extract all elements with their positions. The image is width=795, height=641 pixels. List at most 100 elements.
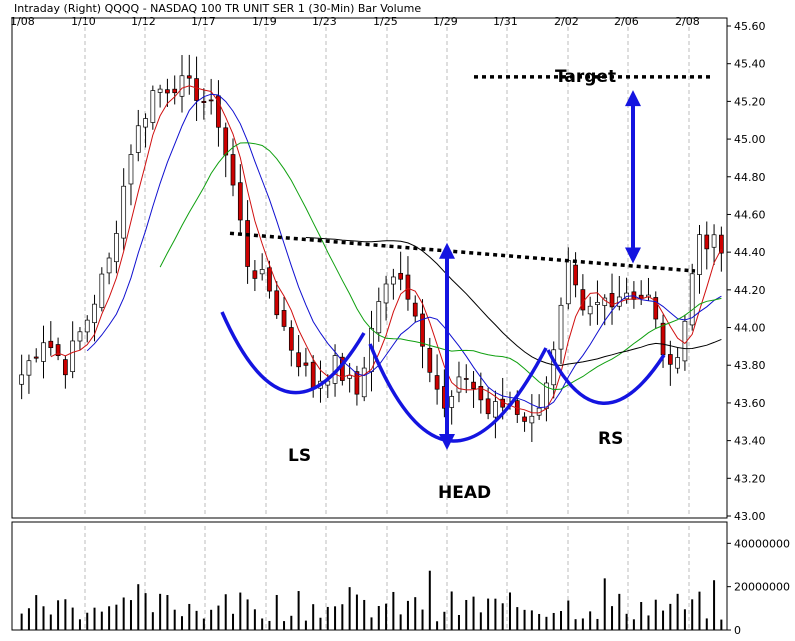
price-bar-body [106, 257, 112, 274]
price-tick-label: 45.00 [734, 133, 766, 146]
volume-bar [560, 611, 563, 630]
left-shoulder-curve [220, 311, 366, 395]
price-bar-body [609, 293, 615, 308]
price-panel-frame [11, 17, 728, 519]
price-bar-body [92, 303, 97, 324]
head-measure-arrow-head-bottom [439, 434, 455, 451]
price-bar-body [230, 154, 236, 186]
price-bar-body [281, 310, 287, 327]
volume-bar [720, 619, 723, 630]
price-bar-body [573, 264, 578, 286]
price-bar-body [288, 327, 294, 351]
volume-bar [611, 606, 614, 630]
volume-bar [662, 610, 665, 630]
price-bar-body [114, 233, 119, 263]
volume-bar [210, 609, 213, 630]
volume-bar [698, 591, 701, 630]
annotation-label: HEAD [438, 483, 491, 503]
volume-bar [676, 593, 679, 630]
price-bar-body [252, 270, 258, 279]
moving-average-lines [50, 85, 722, 414]
price-bar-body [179, 75, 185, 97]
volume-bar [669, 603, 672, 630]
price-bar-body [485, 398, 491, 415]
volume-bar [57, 600, 60, 630]
volume-bar [683, 609, 686, 630]
price-tick-label: 43.00 [734, 510, 766, 523]
volume-bar [414, 597, 417, 630]
volume-bar [581, 618, 584, 630]
price-bar-body [259, 269, 265, 275]
price-bar-body [121, 185, 127, 239]
price-bar-body [41, 342, 46, 362]
price-tick-label: 45.20 [734, 95, 766, 108]
price-bar-body [653, 297, 659, 320]
price-bars [19, 54, 724, 443]
volume-bar [115, 604, 118, 630]
volume-bar [108, 606, 111, 630]
volume-bar [188, 603, 191, 630]
volume-bar [137, 584, 140, 630]
price-bar-body [719, 234, 724, 254]
price-bar-body [697, 234, 702, 275]
right-shoulder-curve [546, 349, 666, 405]
volume-bar [261, 618, 264, 630]
volume-bar [523, 609, 526, 630]
price-bar-body [405, 274, 411, 300]
price-bar-body [55, 344, 61, 357]
price-bar-body [274, 290, 280, 316]
volume-bar [508, 592, 511, 630]
head-measure-arrow-head-top [439, 242, 455, 259]
price-bar-body [223, 127, 229, 156]
price-bar-body [157, 88, 163, 93]
price-bar-body [361, 367, 367, 398]
volume-bar [545, 616, 548, 630]
volume-bar [20, 613, 23, 630]
moving-average-line [86, 93, 722, 409]
price-tick-label: 43.60 [734, 397, 766, 410]
volume-bar [596, 618, 599, 630]
volume-bar [268, 620, 271, 630]
price-bar-body [471, 381, 476, 389]
price-bar-body [33, 356, 39, 359]
price-tick-label: 45.60 [734, 20, 766, 33]
price-bar-body [48, 340, 54, 349]
volume-bar [574, 619, 577, 630]
volume-bar [589, 611, 592, 630]
volume-bar [283, 621, 286, 630]
price-bar-body [165, 89, 170, 94]
price-bar-body [237, 182, 243, 221]
price-bar-body [354, 371, 360, 395]
x-tick-label: 1/17 [191, 15, 216, 28]
price-bar-body [208, 99, 214, 102]
volume-bar [341, 604, 344, 630]
price-bar-body [150, 90, 156, 123]
chart-header: Intraday (Right) QQQQ - NASDAQ 100 TR UN… [14, 2, 421, 15]
x-tick-label: 1/23 [312, 15, 337, 28]
price-tick-label: 45.40 [734, 58, 766, 71]
volume-bar [479, 612, 482, 630]
volume-bar [552, 612, 555, 630]
moving-average-line [50, 85, 722, 414]
volume-bar [625, 613, 628, 630]
price-bar-body [391, 276, 396, 285]
volume-bar [202, 618, 205, 630]
price-bar-body [347, 375, 352, 379]
volume-bar [443, 611, 446, 630]
price-bar-body [216, 95, 221, 128]
price-bar-body [595, 302, 600, 305]
volume-bar [705, 618, 708, 630]
price-bar-body [667, 354, 673, 365]
volume-bar [217, 605, 220, 630]
volume-bar [78, 619, 81, 630]
volume-bar [567, 600, 570, 630]
volume-bar [691, 599, 694, 630]
price-bar-body [135, 125, 141, 153]
price-bar-body [201, 100, 207, 103]
price-bar-body [587, 305, 593, 315]
volume-bar [647, 615, 650, 630]
volume-bar [516, 607, 519, 630]
